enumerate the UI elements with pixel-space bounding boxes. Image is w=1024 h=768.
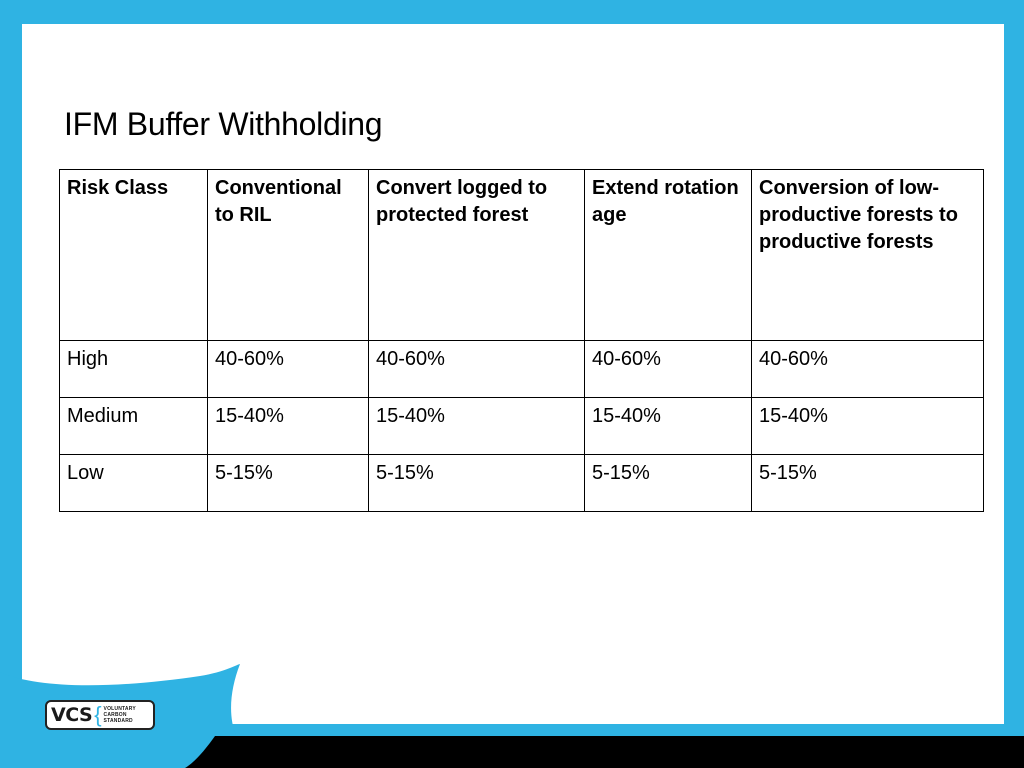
header-extend-rotation: Extend rotation age (584, 169, 752, 341)
footer-blue-tail (0, 736, 215, 768)
table-row: Low 5-15% 5-15% 5-15% 5-15% (59, 454, 984, 512)
table-row: Medium 15-40% 15-40% 15-40% 15-40% (59, 397, 984, 455)
table-cell: 15-40% (368, 397, 585, 455)
header-conventional-to-ril: Conventional to RIL (207, 169, 369, 341)
header-conversion-low-productive: Conversion of low-productive forests to … (751, 169, 984, 341)
vcs-logo-mark: VCS (51, 704, 93, 726)
table-cell: 40-60% (368, 340, 585, 398)
vcs-logo-words: VOLUNTARY CARBON STANDARD (104, 706, 136, 724)
vcs-logo-brace-icon: { (94, 702, 102, 727)
table-cell: 40-60% (751, 340, 984, 398)
footer-black-band (0, 736, 1024, 768)
buffer-withholding-table: Risk Class Conventional to RIL Convert l… (59, 169, 984, 512)
table-cell: 5-15% (368, 454, 585, 512)
risk-class-cell: High (59, 340, 208, 398)
header-convert-logged: Convert logged to protected forest (368, 169, 585, 341)
table-cell: 40-60% (207, 340, 369, 398)
risk-class-cell: Medium (59, 397, 208, 455)
table-row: High 40-60% 40-60% 40-60% 40-60% (59, 340, 984, 398)
slide-title: IFM Buffer Withholding (64, 106, 383, 142)
table-cell: 15-40% (207, 397, 369, 455)
table-cell: 40-60% (584, 340, 752, 398)
vcs-logo-word: CARBON (103, 712, 127, 718)
table-cell: 5-15% (584, 454, 752, 512)
header-risk-class: Risk Class (59, 169, 208, 341)
table-cell: 5-15% (751, 454, 984, 512)
risk-class-cell: Low (59, 454, 208, 512)
table-header-row: Risk Class Conventional to RIL Convert l… (59, 169, 984, 341)
vcs-logo-word: VOLUNTARY (103, 706, 136, 712)
vcs-logo: VCS { VOLUNTARY CARBON STANDARD (45, 700, 155, 730)
vcs-logo-word: STANDARD (103, 718, 133, 724)
table-cell: 5-15% (207, 454, 369, 512)
table-cell: 15-40% (751, 397, 984, 455)
table-cell: 15-40% (584, 397, 752, 455)
